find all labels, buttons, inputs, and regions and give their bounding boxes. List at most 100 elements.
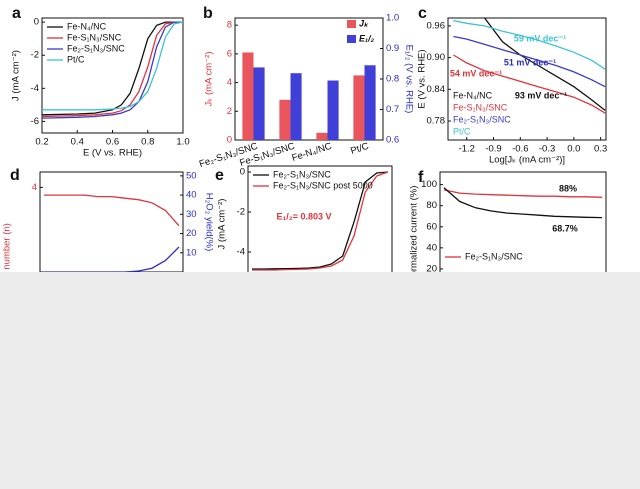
x-tick-label: 1.0	[176, 137, 189, 148]
y-tick-label: -2	[237, 207, 245, 218]
panel: e -4 -2 0 J (mA cm⁻²) Fe₂-S₁N₃/SNCFe₂-S₁N₃/SN…	[215, 165, 393, 283]
bar	[279, 99, 291, 140]
y-tick-label: -4	[31, 83, 39, 94]
y2-tick-label: 0.8	[386, 74, 399, 85]
y2-tick-label: 20	[186, 228, 197, 239]
legend-label: Jₖ	[359, 18, 369, 28]
y2-tick-label: 0.6	[386, 135, 399, 146]
series-line	[252, 171, 389, 271]
y-tick-label: 20	[426, 263, 437, 274]
legend-label: Pt/C	[67, 54, 85, 64]
series-line	[41, 21, 183, 119]
y-tick-label: 8	[227, 20, 232, 31]
cropped-area	[0, 272, 640, 489]
legend-label: E₁/₂	[359, 33, 375, 43]
x-tick-label: 0.2	[35, 137, 48, 148]
y-tick-label: 0	[240, 167, 245, 178]
y-tick-label: 60	[426, 221, 437, 232]
annotation: 54 mV dec⁻¹	[450, 68, 502, 78]
y-tick-label: -4	[237, 247, 245, 258]
y2-axis-title: H₂O₂ yield(%)	[203, 193, 214, 252]
y2-tick-label: 40	[186, 190, 197, 201]
plot-frame	[39, 171, 184, 273]
plot-frame	[447, 17, 607, 141]
y-tick-label: 6	[227, 48, 232, 59]
annotation: 93 mV dec⁻¹	[515, 90, 567, 100]
panel-label: a	[12, 5, 21, 22]
series-line	[44, 194, 180, 227]
legend-label: Fe-N₄/NC	[453, 90, 493, 100]
legend-label: Fe₂-S₁N₃/SNC post 5000	[273, 180, 373, 190]
legend-swatch	[347, 20, 356, 28]
y-tick-label: 0.96	[427, 20, 446, 31]
y2-tick-label: 0.7	[386, 104, 399, 115]
x-tick-label: Pt/C	[349, 141, 370, 157]
bar	[364, 65, 376, 140]
y-tick-label: 0	[227, 135, 232, 146]
y-tick-label: 40	[426, 242, 437, 253]
y-axis-title: ormalized current (%)	[409, 186, 420, 277]
y-tick-label: 0.84	[427, 84, 446, 95]
legend-label: Fe₂-S₁N₃/SNC	[465, 251, 523, 261]
y2-tick-label: 30	[186, 209, 197, 220]
x-tick-label: -1.2	[459, 144, 475, 155]
series-line	[252, 171, 389, 270]
series-line	[453, 54, 606, 114]
y-tick-label: 0.90	[427, 52, 446, 63]
legend-label: Fe₂-S₁N₃/SNC	[67, 43, 125, 53]
y-axis-title: J (mA cm⁻²)	[217, 199, 228, 250]
bar	[290, 73, 302, 140]
y-tick-label: 4	[227, 77, 232, 88]
panel-label: e	[215, 167, 224, 184]
series-line	[41, 21, 183, 116]
x-tick-label: -0.9	[485, 144, 501, 155]
panel-label: f	[418, 169, 424, 186]
panel: b 0 2 4 6 8 0.6 0.7 0.8 0.9 1.0 Jₖ (mA cm⁻²) E₁/₂ (V…	[198, 5, 415, 170]
y-tick-label: 4	[32, 182, 37, 193]
annotation: E₁/₂= 0.803 V	[276, 211, 331, 221]
annotation: 59 mV dec⁻¹	[514, 33, 566, 43]
panel-label: b	[203, 5, 213, 22]
y-tick-label: -6	[31, 116, 39, 127]
panel-label: c	[418, 5, 427, 22]
series-line	[443, 187, 603, 219]
series-line	[453, 19, 606, 70]
x-tick-label: -0.6	[512, 144, 528, 155]
panel: c -1.2 -0.9 -0.6 -0.3 0.0 0.3 0.78 0.84 0.90 0.96 L…	[417, 5, 608, 165]
y-tick-label: -2	[31, 50, 39, 61]
series-line	[44, 246, 180, 273]
y-tick-label: 100	[421, 179, 437, 190]
panel: a 0.2 0.4 0.6 0.8 1.0 -6 -4 -2 0 E (V vs. RHE) J (m…	[11, 5, 190, 158]
series-line	[42, 21, 184, 111]
y2-axis-title: E₁/₂ (V vs. RHE)	[403, 45, 414, 114]
bar	[253, 67, 265, 140]
series-line	[484, 17, 606, 111]
legend-label: Fe-S₁N₃/SNC	[67, 32, 122, 42]
y-tick-label: 0.78	[427, 116, 446, 127]
bar	[353, 75, 365, 140]
y-axis-title: Jₖ (mA cm⁻²)	[204, 52, 215, 107]
series-line	[443, 189, 603, 198]
series-line	[453, 35, 606, 88]
y-tick-label: 2	[227, 106, 232, 117]
x-tick-label: 0.8	[141, 137, 154, 148]
panel-label: d	[10, 167, 20, 184]
annotation: 68.7%	[552, 223, 578, 233]
x-tick-label: Fe-N₄/NC	[290, 141, 333, 164]
annotation: 51 mV dec⁻¹	[504, 57, 556, 67]
y2-tick-label: 10	[186, 247, 197, 258]
y-tick-label: 0	[34, 17, 39, 28]
x-tick-label: 0.4	[71, 137, 84, 148]
legend-label: Fe₂-S₁N₃/SNC	[273, 169, 331, 179]
y2-tick-label: 1.0	[386, 13, 399, 24]
legend-label: Fe₂-S₁N₃/SNC	[453, 114, 511, 124]
x-tick-label: -0.3	[539, 144, 555, 155]
x-tick-label: 0.6	[106, 137, 119, 148]
annotation: 88%	[559, 183, 577, 193]
y-tick-label: 80	[426, 200, 437, 211]
legend-swatch	[347, 35, 356, 43]
series-line	[41, 21, 183, 118]
bar	[242, 52, 254, 140]
